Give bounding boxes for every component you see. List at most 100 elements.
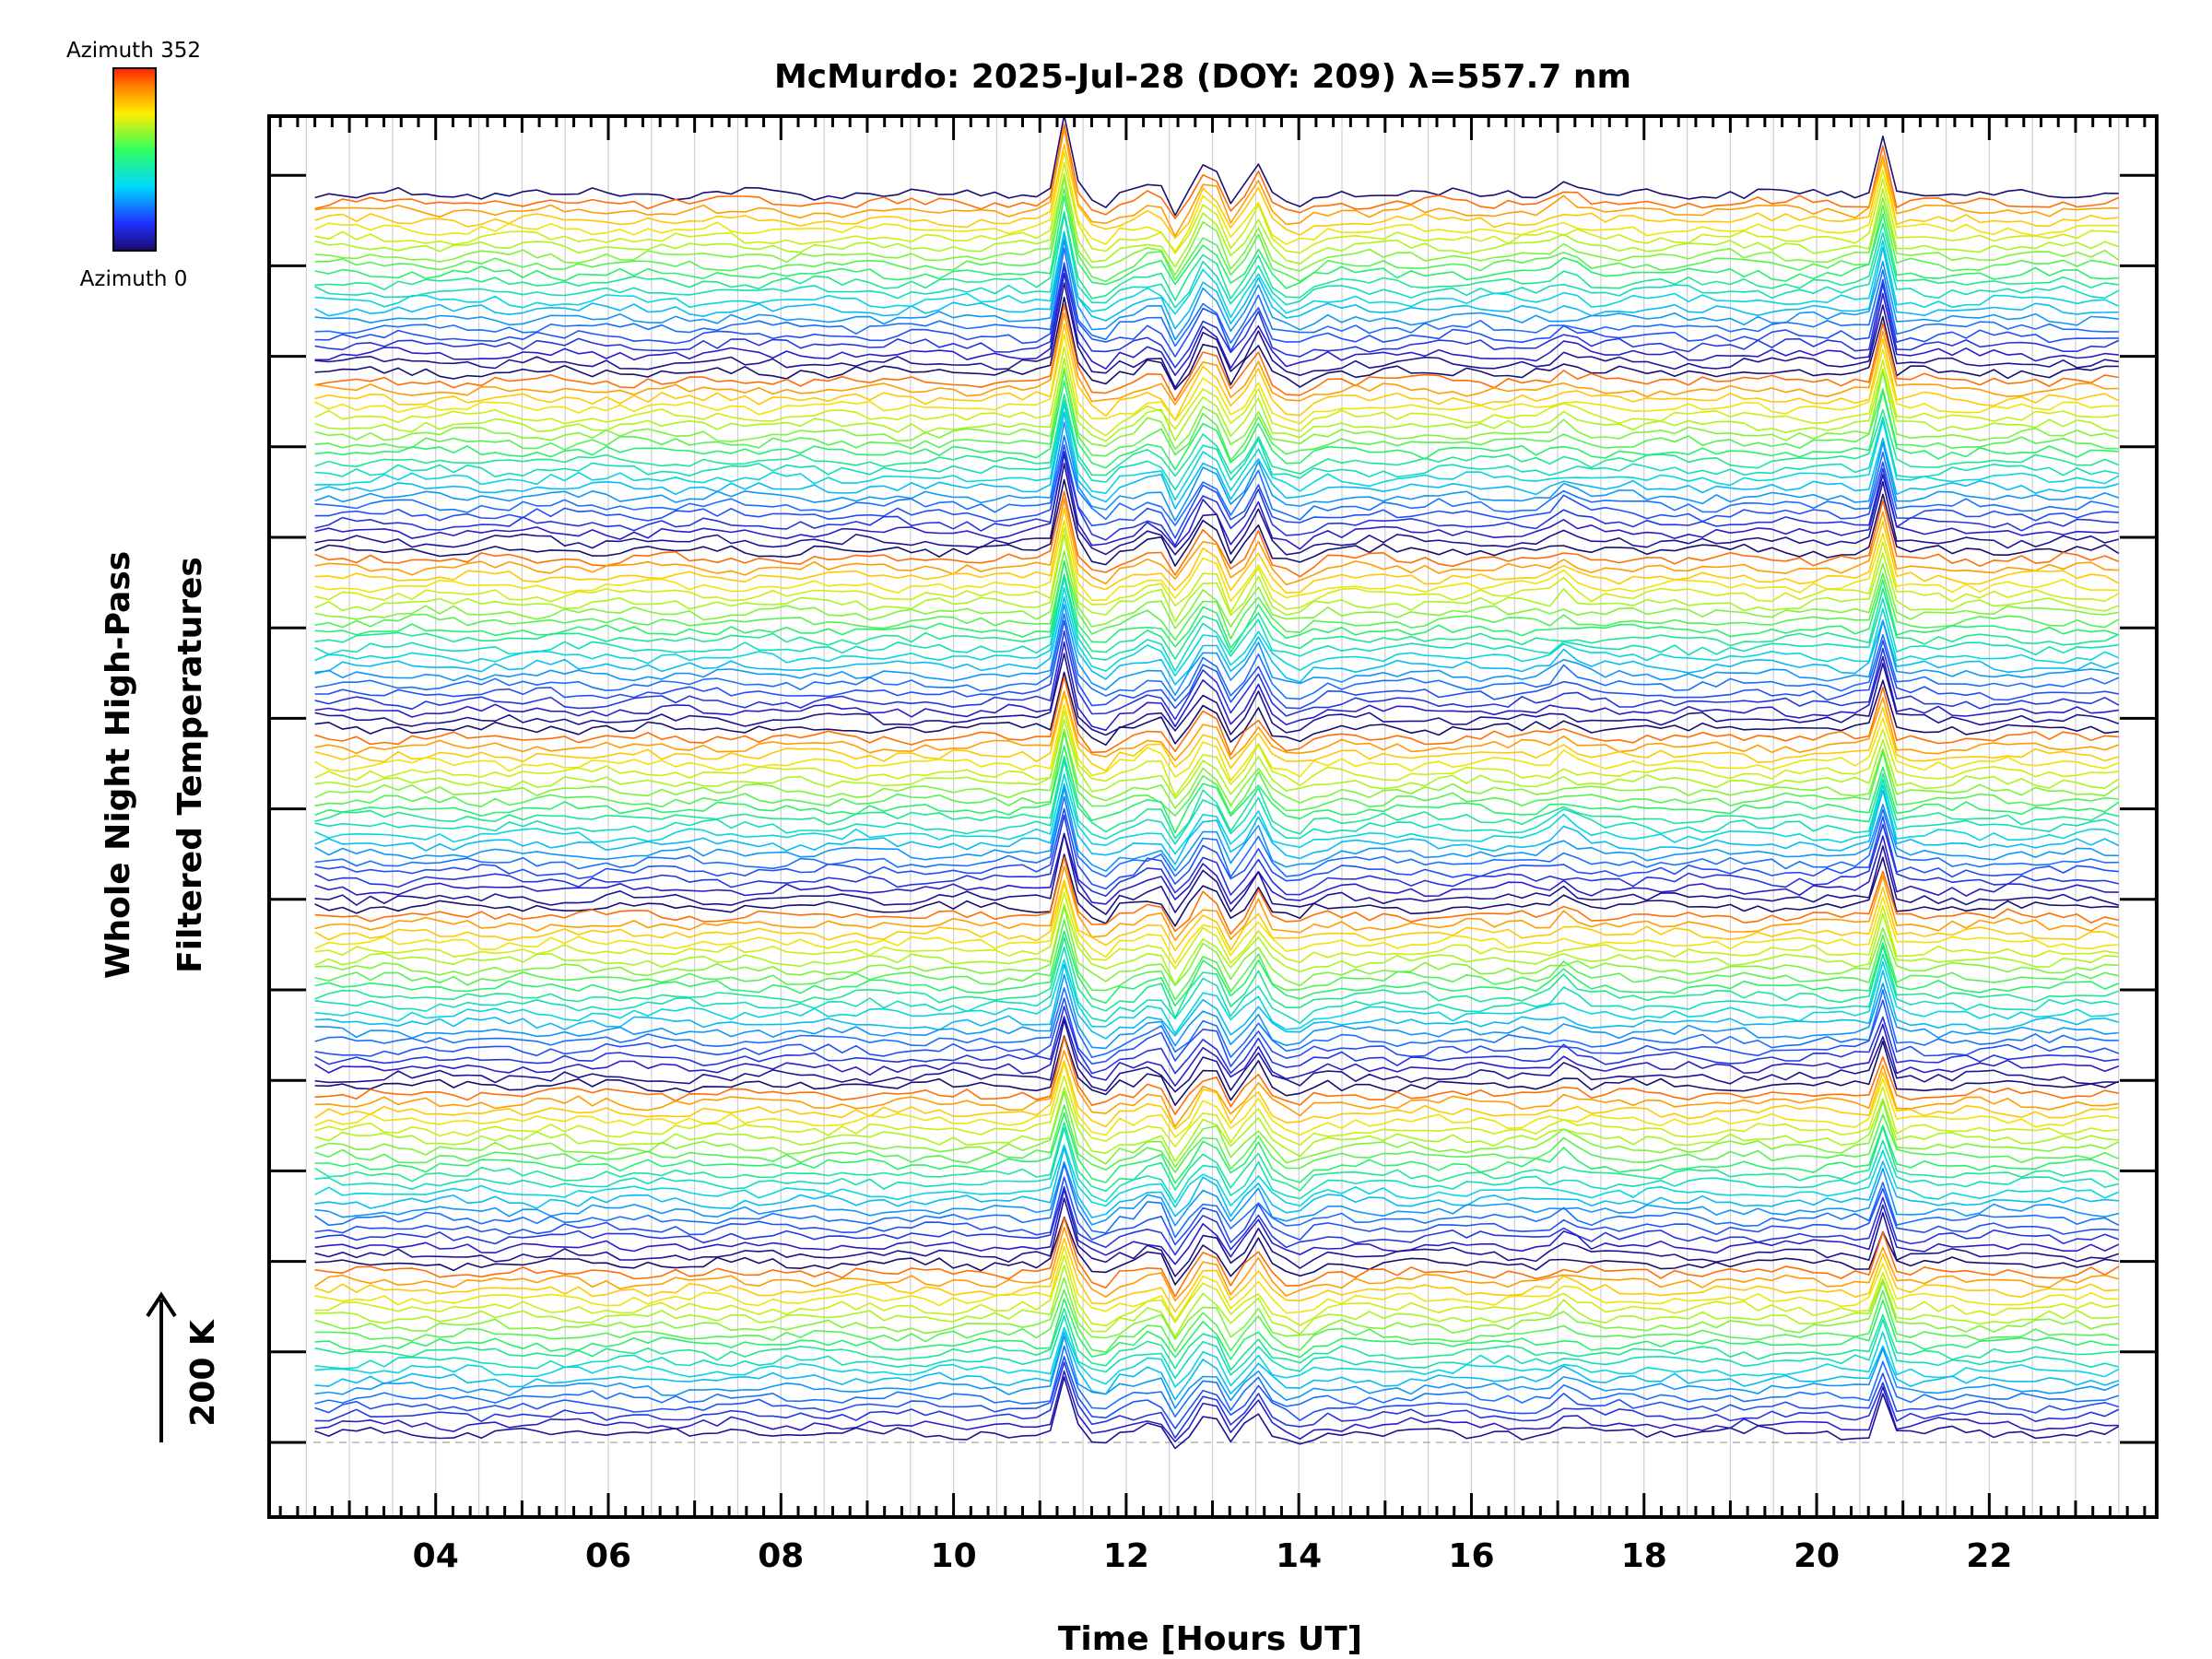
series-line	[314, 832, 2120, 915]
series-line	[314, 303, 2119, 402]
series-line	[314, 671, 2119, 747]
series-line	[314, 795, 2119, 878]
series-line	[314, 987, 2119, 1058]
series-line	[314, 1090, 2120, 1168]
series-line	[314, 710, 2119, 796]
series-line	[314, 963, 2120, 1040]
series-line	[314, 1298, 2119, 1360]
x-tick-label: 12	[1103, 1537, 1149, 1575]
series-line	[314, 690, 2120, 761]
series-line	[314, 282, 2119, 389]
series-line	[314, 411, 2120, 510]
series-line	[314, 973, 2119, 1050]
series-line	[314, 172, 2120, 268]
series-line	[314, 1264, 2119, 1338]
series-line	[314, 151, 2119, 253]
series-line	[314, 1314, 2119, 1380]
series-line	[314, 959, 2119, 1034]
series-line	[314, 1356, 2120, 1430]
series-line	[314, 1035, 2120, 1106]
series-line	[314, 262, 2119, 358]
series-line	[314, 946, 2119, 1024]
scale-arrow-head	[146, 1291, 177, 1318]
series-line	[314, 596, 2120, 686]
series-line	[314, 1335, 2120, 1409]
series-line	[314, 399, 2119, 491]
series-line	[314, 1254, 2119, 1327]
series-line	[314, 997, 2120, 1067]
series-line	[314, 463, 2120, 556]
series-line	[314, 676, 2119, 756]
series-line	[314, 1019, 2119, 1093]
series-line	[314, 534, 2120, 623]
series-line	[314, 478, 2120, 567]
series-line	[314, 1163, 2120, 1239]
series-line	[314, 1036, 2119, 1115]
series-line	[314, 1185, 2120, 1256]
series-line	[314, 380, 2119, 471]
series-line	[314, 162, 2119, 254]
series-line	[314, 333, 2119, 425]
series-line	[314, 1060, 2119, 1130]
series-line	[314, 1112, 2120, 1184]
series-line	[314, 1245, 2119, 1322]
series-line	[314, 312, 2119, 406]
series-line	[314, 906, 2119, 987]
series-line	[314, 526, 2120, 614]
series-line	[314, 421, 2120, 522]
x-tick-label: 22	[1966, 1537, 2012, 1575]
series-line	[314, 731, 2119, 817]
x-axis-label: Time [Hours UT]	[1058, 1620, 1362, 1658]
series-line	[314, 187, 2119, 283]
x-tick-label: 10	[931, 1537, 977, 1575]
series-line	[314, 1050, 2119, 1128]
series-line	[314, 1226, 2120, 1301]
scale-label: 200 K	[184, 1319, 222, 1427]
series-line	[314, 1345, 2120, 1418]
series-line	[314, 815, 2119, 897]
series-line	[314, 879, 2120, 951]
series-line	[314, 1361, 2120, 1439]
series-line	[314, 451, 2119, 547]
chart-title: McMurdo: 2025-Jul-28 (DOY: 209) λ=557.7 …	[774, 58, 1631, 96]
series-line	[314, 703, 2120, 782]
series-line	[314, 507, 2120, 594]
series-line	[314, 936, 2120, 1018]
x-tick-label: 04	[413, 1537, 459, 1575]
series-line	[314, 1326, 2120, 1388]
series-line	[314, 865, 2119, 942]
series-line	[314, 1075, 2119, 1147]
x-tick-label: 16	[1448, 1537, 1494, 1575]
series-line	[314, 759, 2120, 845]
series-line	[314, 559, 2120, 641]
x-tick-label: 08	[758, 1537, 804, 1575]
series-line	[314, 1331, 2120, 1401]
series-line	[314, 403, 2120, 501]
series-line	[314, 296, 2119, 391]
series-line	[314, 853, 2119, 927]
series-line	[314, 265, 2120, 369]
series-line	[314, 519, 2119, 602]
series-line	[314, 787, 2119, 872]
series-line	[314, 782, 2120, 865]
series-line	[314, 210, 2119, 301]
series-line	[314, 498, 2119, 586]
scale-indicator: 200 K	[146, 1291, 222, 1442]
series-line	[314, 903, 2119, 986]
series-line	[314, 832, 2119, 905]
series-line	[314, 1370, 2119, 1442]
series-lines	[314, 114, 2120, 1450]
series-line	[314, 629, 2120, 721]
series-line	[314, 559, 2120, 649]
series-line	[314, 856, 2119, 935]
series-line	[314, 930, 2120, 1007]
x-tick-label: 06	[585, 1537, 631, 1575]
series-line	[314, 1087, 2119, 1162]
series-line	[314, 1197, 2120, 1277]
series-line	[314, 233, 2119, 330]
series-line	[314, 613, 2120, 702]
series-line	[314, 1176, 2119, 1246]
series-line	[314, 490, 2120, 578]
series-line	[314, 367, 2120, 451]
series-line	[314, 1006, 2119, 1075]
